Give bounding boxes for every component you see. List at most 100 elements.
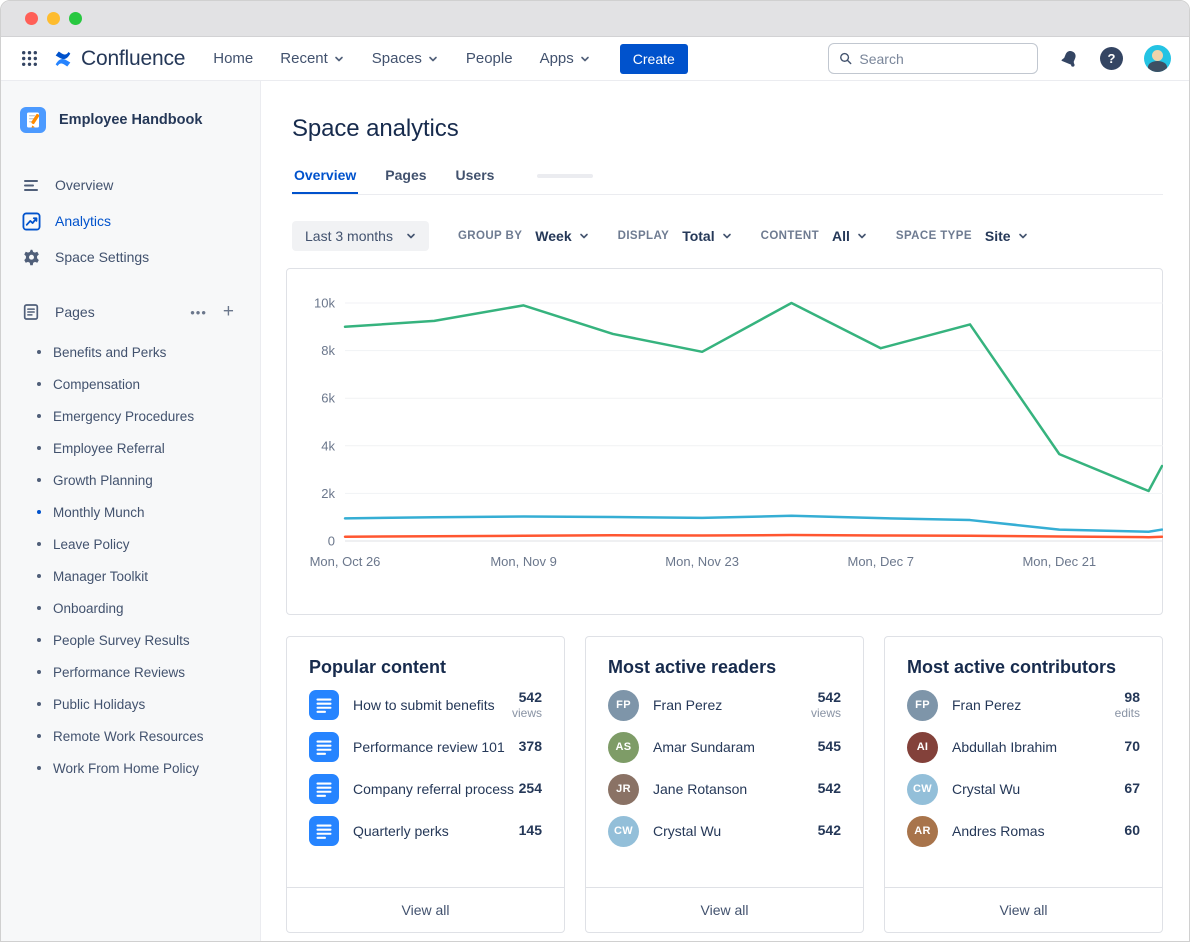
user-row[interactable]: AR Andres Romas 60 [907,810,1140,852]
chevron-down-icon [429,56,437,61]
user-row[interactable]: FP Fran Perez 98 edits [907,684,1140,726]
minimize-window-button[interactable] [47,12,60,25]
card-title: Most active readers [608,657,777,677]
nav-item-spaces[interactable]: Spaces [372,50,439,67]
sidebar-item-label: Overview [55,177,114,193]
page-tree-item[interactable]: Monthly Munch [17,496,244,528]
user-row[interactable]: FP Fran Perez 542 views [608,684,841,726]
date-range-dropdown[interactable]: Last 3 months [292,221,429,251]
page-tree-item[interactable]: Onboarding [17,592,244,624]
user-row[interactable]: JR Jane Rotanson 542 [608,768,841,810]
page-tree-label: Monthly Munch [53,504,145,520]
chevron-down-icon [579,233,588,239]
page-tree-item[interactable]: Public Holidays [17,688,244,720]
metric-unit: views [511,706,542,721]
space-sidebar: Employee Handbook Overview Analytics Spa… [1,81,261,941]
content-dropdown[interactable]: All [832,228,868,244]
chevron-down-icon [580,56,589,61]
zoom-window-button[interactable] [69,12,82,25]
bullet-icon [37,414,41,418]
help-icon[interactable]: ? [1100,47,1123,70]
avatar-head [1152,50,1163,61]
page-tree-item[interactable]: Emergency Procedures [17,400,244,432]
pages-more-button[interactable]: ••• [190,304,207,320]
page-doc-icon [309,732,339,762]
sidebar-item-overview[interactable]: Overview [17,167,244,203]
most-active-readers-card: Most active readers FP Fran Perez 542 vie… [585,636,864,933]
content-row[interactable]: Quarterly perks 145 [309,810,542,852]
nav-item-people[interactable]: People [466,50,513,67]
space-icon [20,107,46,133]
page-tree-item[interactable]: Leave Policy [17,528,244,560]
most-active-contributors-card: Most active contributors FP Fran Perez 9… [884,636,1163,933]
search-box[interactable] [828,43,1038,74]
content-row[interactable]: Performance review 101 378 [309,726,542,768]
metric-value: 542 [817,822,841,839]
nav-item-label: People [465,50,513,67]
page-tree-item[interactable]: Remote Work Resources [17,720,244,752]
svg-text:0: 0 [328,534,335,549]
page-tree-item[interactable]: Benefits and Perks [17,336,244,368]
search-input[interactable] [859,50,1027,67]
tab-overview[interactable]: Overview [292,161,358,194]
tab-pages[interactable]: Pages [385,167,427,183]
notifications-bell-icon[interactable] [1059,49,1079,69]
user-avatar: FP [907,689,938,721]
nav-item-apps[interactable]: Apps [540,50,591,67]
user-name: Jane Rotanson [653,781,748,797]
view-all-button[interactable]: View all [885,887,1162,932]
page-doc-icon [309,816,339,846]
dropdown-value: Site [984,228,1011,244]
page-tree: Benefits and Perks Compensation Emergenc… [17,336,244,784]
user-row[interactable]: CW Crystal Wu 542 [608,810,841,852]
pages-section-header[interactable]: Pages ••• + [17,294,244,330]
metric-value: 542 [817,780,841,797]
space-header[interactable]: Employee Handbook [17,107,244,133]
gear-icon [21,247,41,267]
window-titlebar [1,1,1189,37]
pages-tools: ••• + [190,301,240,322]
svg-text:Mon, Dec 21: Mon, Dec 21 [1022,554,1096,569]
add-page-button[interactable]: + [222,301,234,322]
app-switcher-grid-icon[interactable] [19,49,39,69]
filter-label: DISPLAY [617,230,670,242]
user-row[interactable]: CW Crystal Wu 67 [907,768,1140,810]
page-tree-item[interactable]: Growth Planning [17,464,244,496]
page-tree-item[interactable]: Work From Home Policy [17,752,244,784]
card-title: Most active contributors [907,657,1117,677]
svg-text:Mon, Dec 7: Mon, Dec 7 [847,554,913,569]
page-tree-item[interactable]: Performance Reviews [17,656,244,688]
nav-item-home[interactable]: Home [213,50,253,67]
filter-content: CONTENT All [761,228,868,244]
nav-item-recent[interactable]: Recent [280,50,345,67]
page-tree-item[interactable]: People Survey Results [17,624,244,656]
space-name: Employee Handbook [59,112,203,128]
space-type-dropdown[interactable]: Site [985,228,1029,244]
sidebar-item-analytics[interactable]: Analytics [17,203,244,239]
group-by-dropdown[interactable]: Week [535,228,589,244]
close-window-button[interactable] [25,12,38,25]
metric-value: 542 [518,688,542,705]
analytics-chart-card: 0 2k 4k 6k 8k 10k Mon, Oct 26 Mon, Nov 9 Mon, No… [286,268,1164,615]
page-tree-item[interactable]: Employee Referral [17,432,244,464]
page-tree-item[interactable]: Compensation [17,368,244,400]
content-row[interactable]: Company referral process 254 [309,768,542,810]
user-name: Andres Romas [952,823,1045,839]
chevron-down-icon [858,233,866,239]
tab-users[interactable]: Users [455,167,495,183]
nav-item-label: Recent [280,50,328,67]
view-all-button[interactable]: View all [586,887,863,932]
display-dropdown[interactable]: Total [682,228,732,244]
page-tree-item[interactable]: Manager Toolkit [17,560,244,592]
view-all-button[interactable]: View all [287,887,564,932]
chevron-down-icon [1018,233,1027,239]
sidebar-item-space-settings[interactable]: Space Settings [17,239,244,275]
user-avatar[interactable] [1144,45,1171,72]
date-range-value: Last 3 months [305,228,393,244]
create-button[interactable]: Create [619,43,688,74]
user-row[interactable]: AS Amar Sundaram 545 [608,726,841,768]
confluence-home-link[interactable]: Confluence [53,47,185,71]
user-row[interactable]: AI Abdullah Ibrahim 70 [907,726,1140,768]
content-row[interactable]: How to submit benefits 542 views [309,684,542,726]
